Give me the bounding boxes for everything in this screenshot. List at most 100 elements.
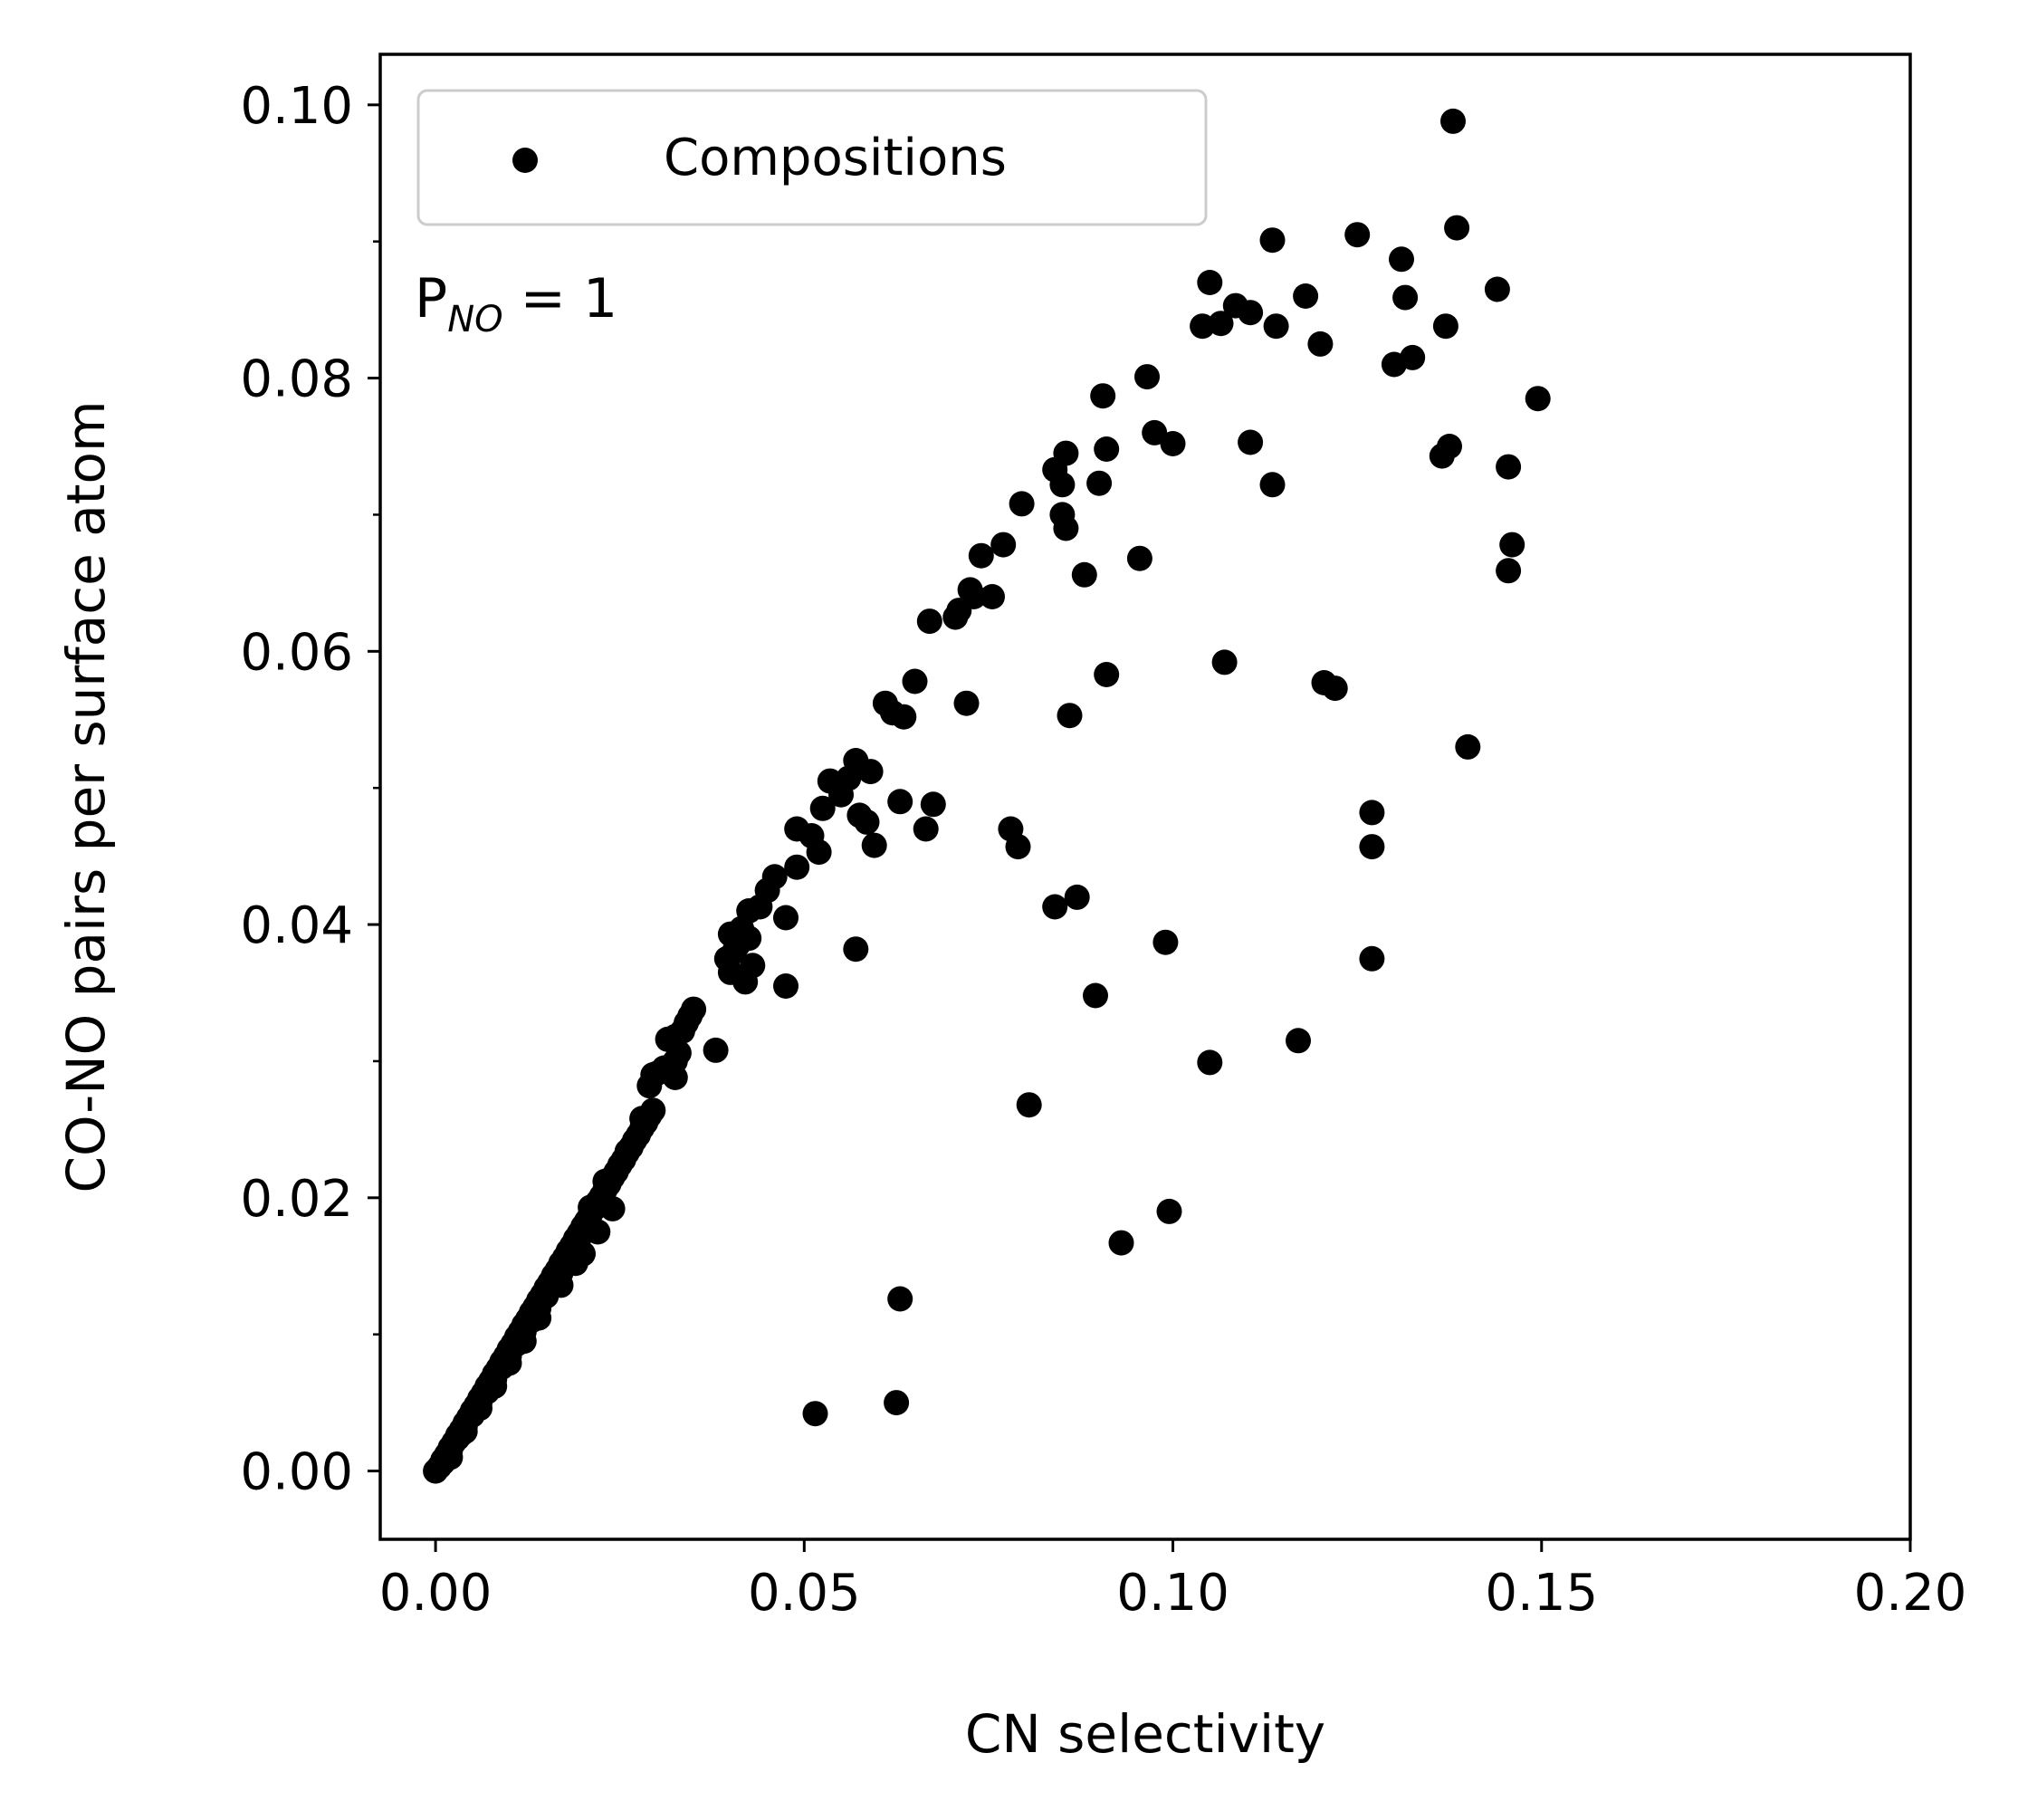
data-point [1437, 434, 1462, 459]
x-tick-label: 0.05 [748, 1564, 861, 1623]
data-point [566, 1224, 592, 1250]
data-point [1053, 515, 1079, 541]
data-point [1444, 215, 1470, 241]
data-point [578, 1194, 604, 1221]
x-tick-label: 0.10 [1116, 1564, 1229, 1623]
data-point [1263, 313, 1289, 340]
data-point [537, 1273, 563, 1299]
data-point [1057, 703, 1083, 729]
data-point [843, 936, 869, 963]
data-point [1455, 733, 1481, 760]
x-tick-label: 0.15 [1485, 1564, 1598, 1623]
legend-marker [512, 148, 538, 173]
data-point [662, 1023, 688, 1049]
data-point [1086, 470, 1113, 496]
data-point [1053, 440, 1079, 466]
data-point [703, 1037, 729, 1063]
data-point [522, 1298, 548, 1324]
data-point [887, 1286, 913, 1312]
data-point [1071, 561, 1097, 588]
y-tick-label: 0.00 [240, 1443, 353, 1502]
data-point [761, 864, 788, 890]
data-point [1400, 344, 1426, 370]
data-point [990, 532, 1017, 558]
data-point [1094, 436, 1120, 462]
x-tick-label: 0.20 [1854, 1564, 1967, 1623]
data-point [1005, 834, 1031, 860]
data-point [740, 953, 766, 979]
points-layer [423, 108, 1551, 1484]
data-point [614, 1138, 640, 1164]
plot-area-frame [378, 53, 1912, 1541]
data-point [1197, 1049, 1223, 1076]
annotation-base: P [415, 267, 447, 330]
data-point [1499, 532, 1525, 558]
data-point [784, 854, 810, 880]
data-point [1083, 982, 1108, 1009]
data-point [507, 1323, 533, 1349]
data-point [1259, 227, 1286, 254]
data-point [920, 791, 946, 818]
data-point [857, 759, 884, 785]
data-point [1440, 108, 1466, 134]
data-point [1064, 884, 1090, 910]
data-point [1049, 472, 1076, 498]
data-point [1496, 454, 1522, 480]
data-point [902, 668, 928, 694]
data-point [854, 809, 880, 835]
data-point [493, 1347, 519, 1374]
y-tick-label: 0.04 [240, 896, 353, 955]
data-point [1432, 313, 1458, 340]
data-point [1090, 383, 1116, 409]
data-point [773, 973, 799, 999]
data-point [1156, 1198, 1182, 1224]
data-point [1152, 929, 1179, 955]
data-point [1126, 545, 1152, 571]
data-point [773, 905, 799, 931]
data-point [1484, 276, 1510, 302]
data-point [861, 832, 887, 858]
annotation-subscript: NO [447, 299, 502, 340]
data-point [1344, 222, 1371, 248]
data-point [953, 690, 980, 716]
data-point [599, 1195, 626, 1221]
data-point [1496, 558, 1522, 584]
data-point [802, 1401, 828, 1427]
pressure-annotation: PNO = 1 [415, 267, 617, 340]
data-point [1009, 491, 1035, 517]
data-point [1525, 386, 1551, 412]
data-point [592, 1168, 618, 1194]
data-point [1197, 270, 1223, 295]
y-axis-title: CO-NO pairs per surface atom [55, 401, 117, 1193]
data-point [1389, 246, 1414, 273]
data-point [957, 577, 983, 603]
data-point [968, 542, 994, 569]
legend-label: Compositions [664, 129, 1007, 187]
data-point [887, 789, 913, 815]
data-point [736, 925, 762, 952]
y-tick-label: 0.08 [240, 350, 353, 409]
y-axis-ticks: 0.00 0.02 0.04 0.06 0.08 0.10 [240, 77, 380, 1502]
data-point [1094, 662, 1120, 687]
data-point [1392, 284, 1419, 311]
data-point [884, 1390, 910, 1416]
x-axis-ticks: 0.00 0.05 0.10 0.15 0.20 [379, 1539, 1967, 1623]
data-point [809, 795, 836, 821]
data-point [1322, 675, 1348, 702]
legend-box [416, 89, 1208, 226]
data-point [1259, 472, 1286, 498]
data-point [1359, 834, 1385, 860]
data-point [1359, 800, 1385, 826]
y-tick-label: 0.10 [240, 77, 353, 136]
data-point [1042, 894, 1068, 920]
data-point [891, 704, 917, 730]
x-tick-label: 0.00 [379, 1564, 493, 1623]
data-point [1108, 1230, 1134, 1256]
data-point [806, 839, 832, 866]
data-point [980, 584, 1005, 609]
data-point [1307, 330, 1334, 357]
data-point [1142, 419, 1168, 445]
x-axis-title: CN selectivity [965, 1703, 1325, 1765]
legend: Compositions [416, 89, 1208, 226]
